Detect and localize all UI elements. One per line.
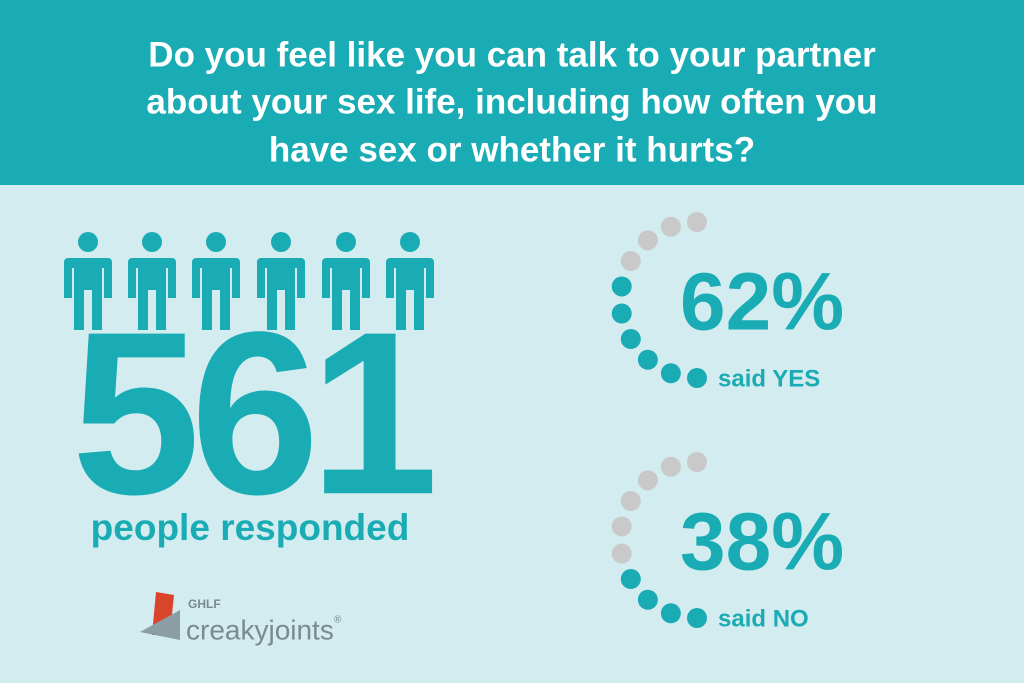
progress-dot <box>620 329 641 349</box>
logo-brand: creakyjoints <box>186 614 334 645</box>
progress-dot <box>660 216 681 237</box>
title-line: about your sex life, including how often… <box>146 82 877 121</box>
progress-dot <box>611 303 632 324</box>
logo: GHLF creakyjoints ® <box>140 592 342 645</box>
progress-dot <box>620 569 641 589</box>
logo-mark: ® <box>334 615 342 626</box>
respondent-count: 561 <box>71 284 432 543</box>
answer-label: said YES <box>718 365 820 392</box>
answers: 62% said YES 38% said NO <box>611 212 844 632</box>
answer-label: said NO <box>718 605 809 632</box>
title-line: Do you feel like you can talk to your pa… <box>148 35 876 74</box>
progress-dot <box>660 456 681 477</box>
progress-dot <box>637 589 658 610</box>
answer-percent: 62% <box>680 257 844 348</box>
progress-dot <box>620 491 641 511</box>
progress-dot <box>637 349 658 370</box>
progress-dot <box>660 603 681 624</box>
progress-dot <box>611 543 632 564</box>
answer-percent: 38% <box>680 497 844 588</box>
title: Do you feel like you can talk to your pa… <box>146 35 877 169</box>
logo-org: GHLF <box>188 597 221 611</box>
respondent-label: people responded <box>91 507 410 548</box>
progress-dot <box>637 470 658 491</box>
progress-dot <box>611 276 632 297</box>
title-line: have sex or whether it hurts? <box>269 130 755 169</box>
progress-dot <box>637 230 658 251</box>
progress-dot <box>687 608 707 628</box>
header-band <box>0 0 1024 185</box>
progress-dot <box>687 452 707 472</box>
progress-dot <box>687 212 707 232</box>
progress-dot <box>687 368 707 388</box>
progress-dot <box>660 363 681 384</box>
progress-dot <box>620 251 641 271</box>
progress-dot <box>611 516 632 537</box>
